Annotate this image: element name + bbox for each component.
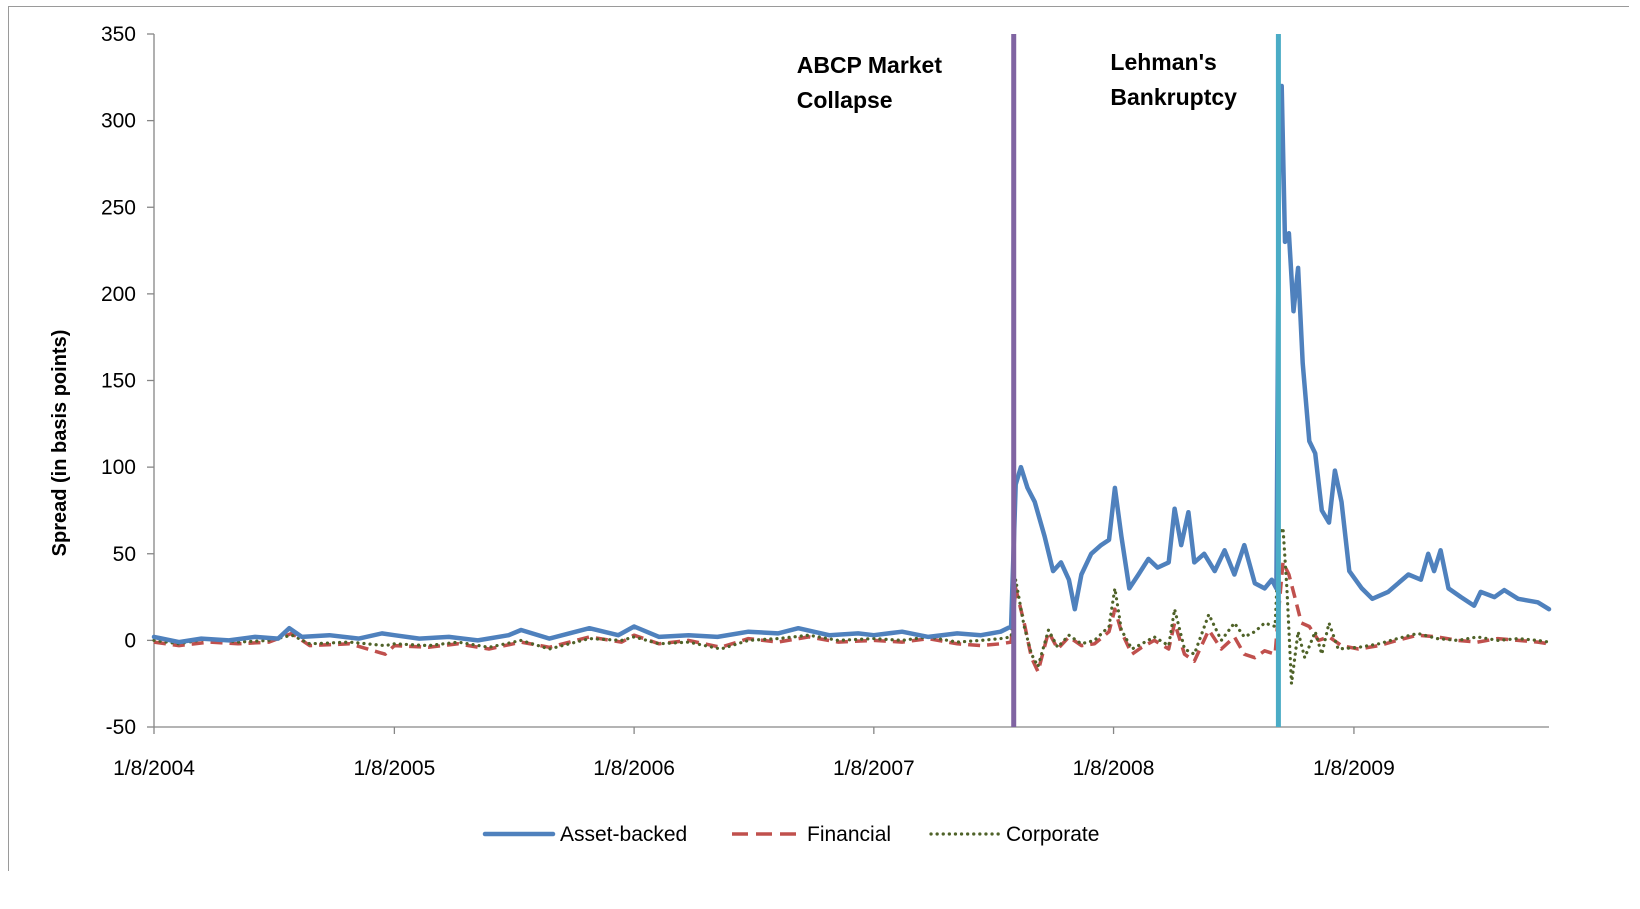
x-tick-label: 1/8/2005: [354, 757, 436, 780]
event-label-abcp: ABCP Market: [797, 52, 943, 78]
y-tick-label: 50: [113, 543, 136, 566]
legend-label-financial: Financial: [807, 823, 891, 846]
y-tick-label: 200: [101, 283, 136, 306]
legend-label-corporate: Corporate: [1006, 823, 1099, 846]
x-tick-label: 1/8/2004: [113, 757, 195, 780]
y-tick-label: 350: [101, 23, 136, 46]
event-markers: ABCP Market Collapse Lehman's Bankruptcy: [797, 34, 1281, 727]
x-tick-label: 1/8/2009: [1313, 757, 1395, 780]
event-label-lehman: Bankruptcy: [1110, 84, 1237, 110]
y-tick-label: 100: [101, 456, 136, 479]
y-axis-title: Spread (in basis points): [49, 330, 71, 557]
legend-label-asset-backed: Asset-backed: [560, 823, 687, 846]
series-line-asset-backed: [151, 83, 1552, 645]
series-lines: [151, 83, 1552, 686]
legend: Asset-backed Financial Corporate: [482, 823, 1099, 846]
event-label-lehman: Lehman's: [1110, 49, 1216, 75]
series-line-financial: [153, 560, 1550, 674]
x-tick-label: 1/8/2008: [1073, 757, 1155, 780]
y-tick-label: 250: [101, 196, 136, 219]
x-tick-label: 1/8/2006: [593, 757, 675, 780]
event-label-abcp: Collapse: [797, 87, 893, 113]
y-tick-label: 300: [101, 110, 136, 133]
y-tick-label: 0: [124, 629, 136, 652]
x-tick-label: 1/8/2007: [833, 757, 915, 780]
y-tick-label: -50: [106, 716, 136, 739]
chart-frame: 350 300 250 200 150 100 50 0 -50 1/8/2004 1/8/200…: [8, 6, 1629, 871]
y-axis: 350 300 250 200 150 100 50 0 -50: [101, 23, 155, 739]
x-axis: 1/8/2004 1/8/2005 1/8/2006 1/8/2007 1/8/2008…: [113, 726, 1549, 780]
y-tick-label: 150: [101, 370, 136, 393]
series-line-corporate: [152, 526, 1551, 686]
